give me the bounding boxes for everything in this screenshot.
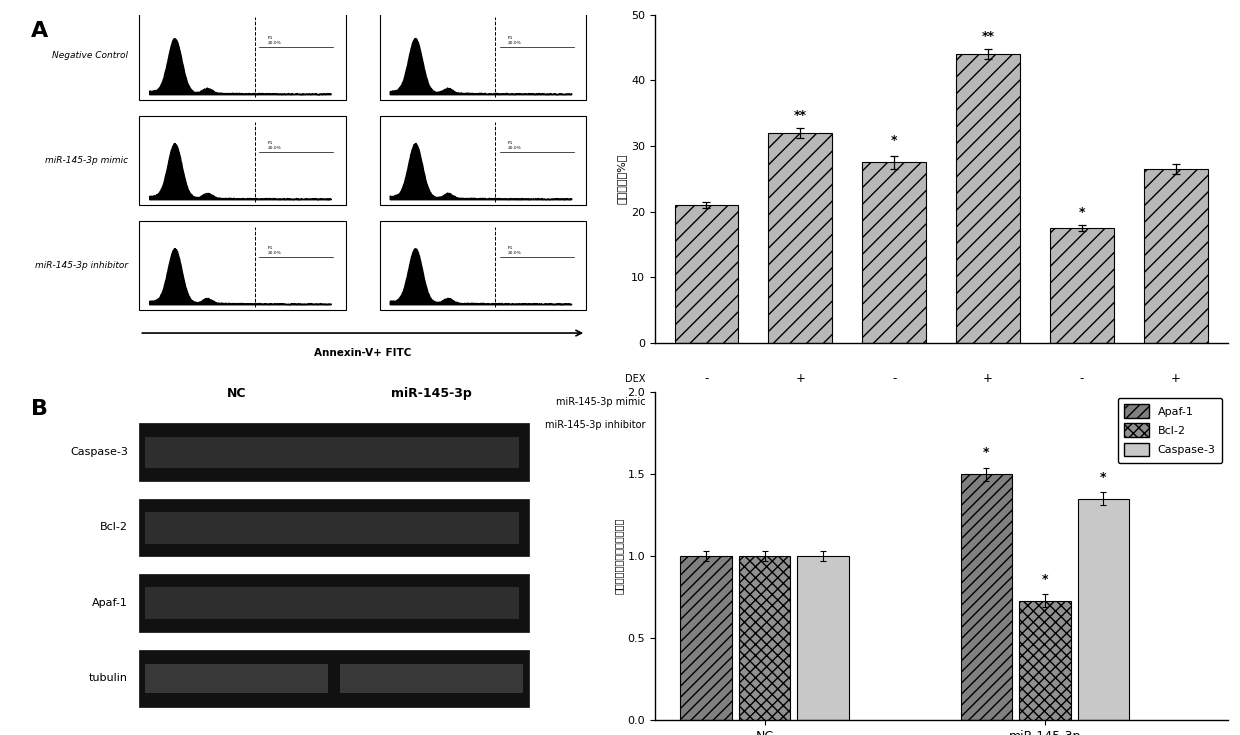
Bar — [1145, 169, 1208, 343]
FancyBboxPatch shape — [379, 12, 587, 100]
Y-axis label: 相对蛋白表达水平／阴性对照: 相对蛋白表达水平／阴性对照 — [614, 518, 624, 595]
Text: DEX: DEX — [625, 374, 646, 384]
Text: **: ** — [982, 30, 994, 43]
Text: P1
20.0%: P1 20.0% — [507, 36, 522, 45]
Polygon shape — [150, 248, 331, 305]
Text: +: + — [983, 395, 993, 409]
Bar — [1078, 499, 1130, 720]
Text: miR-145-3p mimic: miR-145-3p mimic — [45, 157, 128, 165]
Bar — [1019, 600, 1070, 720]
Polygon shape — [391, 38, 572, 95]
Bar — [961, 474, 1012, 720]
Text: NC: NC — [227, 387, 247, 400]
Bar — [956, 54, 1021, 343]
FancyBboxPatch shape — [340, 664, 523, 693]
Text: *: * — [1042, 573, 1048, 586]
Text: +: + — [795, 373, 805, 385]
Polygon shape — [150, 38, 331, 95]
Text: Negative Control: Negative Control — [52, 51, 128, 60]
Text: *: * — [983, 446, 990, 459]
Bar — [1050, 228, 1114, 343]
Text: P1
20.0%: P1 20.0% — [267, 36, 281, 45]
Bar — [769, 133, 832, 343]
Text: -: - — [986, 418, 991, 431]
FancyBboxPatch shape — [145, 587, 520, 619]
Text: B: B — [31, 398, 47, 419]
Text: -: - — [892, 373, 897, 385]
Text: *: * — [1079, 206, 1085, 219]
Text: +: + — [889, 395, 899, 409]
Text: A: A — [31, 21, 48, 41]
Y-axis label: 凋亡细胞（%）: 凋亡细胞（%） — [616, 154, 627, 204]
Text: -: - — [704, 395, 709, 409]
FancyBboxPatch shape — [139, 116, 346, 205]
Bar — [739, 556, 790, 720]
Bar — [862, 162, 926, 343]
FancyBboxPatch shape — [139, 499, 528, 556]
Legend: Apaf-1, Bcl-2, Caspase-3: Apaf-1, Bcl-2, Caspase-3 — [1117, 398, 1223, 463]
Text: tubulin: tubulin — [89, 673, 128, 684]
Text: -: - — [1080, 395, 1084, 409]
FancyBboxPatch shape — [145, 664, 329, 693]
Text: +: + — [1078, 418, 1087, 431]
Polygon shape — [391, 143, 572, 200]
Text: -: - — [799, 395, 802, 409]
FancyBboxPatch shape — [379, 221, 587, 310]
Text: **: ** — [794, 109, 807, 122]
FancyBboxPatch shape — [139, 12, 346, 100]
Polygon shape — [391, 248, 572, 305]
Text: -: - — [799, 418, 802, 431]
Text: -: - — [892, 418, 897, 431]
Text: Annexin-V+ FITC: Annexin-V+ FITC — [314, 348, 412, 358]
Text: P1
20.0%: P1 20.0% — [267, 141, 281, 150]
Text: miR-145-3p inhibitor: miR-145-3p inhibitor — [35, 261, 128, 270]
FancyBboxPatch shape — [139, 221, 346, 310]
Text: *: * — [1100, 471, 1106, 484]
Text: +: + — [1171, 373, 1180, 385]
Text: miR-145-3p inhibitor: miR-145-3p inhibitor — [544, 420, 646, 430]
Bar — [797, 556, 848, 720]
FancyBboxPatch shape — [145, 437, 520, 468]
Text: -: - — [1174, 395, 1178, 409]
FancyBboxPatch shape — [139, 574, 528, 631]
Text: P1
20.0%: P1 20.0% — [267, 246, 281, 255]
FancyBboxPatch shape — [139, 423, 528, 481]
FancyBboxPatch shape — [379, 116, 587, 205]
Text: -: - — [1080, 373, 1084, 385]
Text: -: - — [704, 373, 709, 385]
Text: miR-145-3p mimic: miR-145-3p mimic — [556, 397, 646, 407]
Text: +: + — [983, 373, 993, 385]
Text: P1
20.0%: P1 20.0% — [507, 246, 522, 255]
FancyBboxPatch shape — [139, 650, 528, 707]
Bar — [681, 556, 732, 720]
Text: -: - — [704, 418, 709, 431]
Text: Bcl-2: Bcl-2 — [100, 523, 128, 532]
Text: Caspase-3: Caspase-3 — [69, 447, 128, 457]
Text: +: + — [1171, 418, 1180, 431]
Text: *: * — [892, 135, 898, 147]
Polygon shape — [150, 143, 331, 200]
Text: Apaf-1: Apaf-1 — [92, 598, 128, 608]
FancyBboxPatch shape — [145, 512, 520, 544]
Text: P1
20.0%: P1 20.0% — [507, 141, 522, 150]
Text: miR-145-3p: miR-145-3p — [391, 387, 472, 400]
FancyArrowPatch shape — [143, 330, 582, 336]
Bar — [675, 205, 738, 343]
